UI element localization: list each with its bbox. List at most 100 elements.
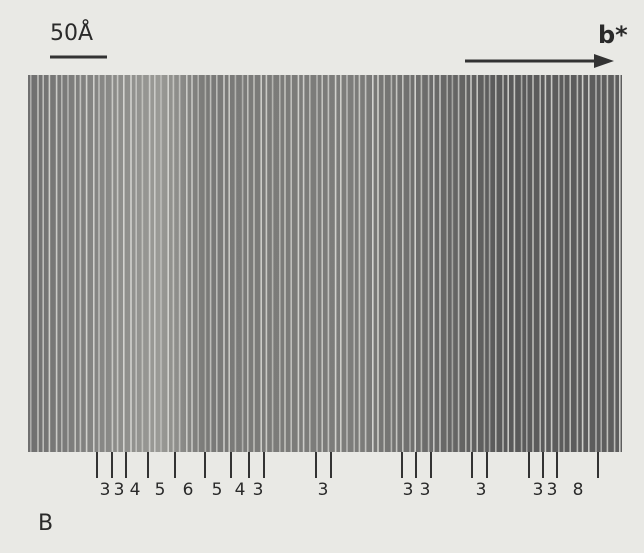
fringe (502, 75, 504, 452)
fringe-label: 3 (318, 480, 329, 500)
fringe (93, 75, 95, 452)
micrograph-figure: 50Å b* 334565433333338 B (0, 0, 644, 553)
fringe (470, 75, 472, 452)
fringe (372, 75, 374, 452)
fringe (489, 75, 491, 452)
fringe (421, 75, 423, 452)
fringe (551, 75, 553, 452)
fringe (569, 75, 571, 452)
fringe (135, 75, 137, 452)
fringe (595, 75, 597, 452)
fringe (446, 75, 448, 452)
fringe (588, 75, 590, 452)
fringe (298, 75, 300, 452)
fringe (123, 75, 125, 452)
fringe (365, 75, 367, 452)
fringe (86, 75, 88, 452)
fringe (321, 75, 323, 452)
fringe (173, 75, 175, 452)
fringe (279, 75, 281, 452)
fringe (328, 75, 330, 452)
fringe (614, 75, 616, 452)
fringe (526, 75, 528, 452)
fringe (521, 75, 523, 452)
fringe (154, 75, 156, 452)
direction-label: b* (598, 21, 628, 49)
fringe (383, 75, 385, 452)
fringe (439, 75, 441, 452)
fringe (545, 75, 547, 452)
fringe (577, 75, 579, 452)
fringe-label: 6 (183, 480, 194, 500)
fringe (235, 75, 237, 452)
fringe (266, 75, 268, 452)
fringe (228, 75, 230, 452)
fringe (197, 75, 199, 452)
fringe (391, 75, 393, 452)
fringe-label: 5 (155, 480, 166, 500)
fringe (484, 75, 486, 452)
fringe-label: 3 (114, 480, 125, 500)
fringe (539, 75, 541, 452)
fringe (353, 75, 355, 452)
fringe (619, 75, 621, 452)
fringe (30, 75, 32, 452)
fringe (56, 75, 58, 452)
fringe-label: 3 (547, 480, 558, 500)
fringe (532, 75, 534, 452)
fringe (396, 75, 398, 452)
fringe (253, 75, 255, 452)
fringe (104, 75, 106, 452)
fringe-label: 3 (476, 480, 487, 500)
scale-bar-label: 50Å (50, 19, 93, 46)
fringe (607, 75, 609, 452)
fringe (49, 75, 51, 452)
fringe (316, 75, 318, 452)
fringe (260, 75, 262, 452)
fringe-label: 3 (253, 480, 264, 500)
fringe (303, 75, 305, 452)
fringe (242, 75, 244, 452)
fringe (42, 75, 44, 452)
fringe (284, 75, 286, 452)
fringe (149, 75, 151, 452)
fringe (179, 75, 181, 452)
fringe-label: 8 (573, 480, 584, 500)
fringe (290, 75, 292, 452)
fringe (377, 75, 379, 452)
fringe (210, 75, 212, 452)
fringe (582, 75, 584, 452)
fringe (340, 75, 342, 452)
fringe (346, 75, 348, 452)
fringe (476, 75, 478, 452)
fringe (433, 75, 435, 452)
fringe (414, 75, 416, 452)
fringe (600, 75, 602, 452)
fringe-label: 4 (130, 480, 141, 500)
fringe (514, 75, 516, 452)
fringe-label: 5 (212, 480, 223, 500)
fringe (507, 75, 509, 452)
fringe (465, 75, 467, 452)
fringe-label: 3 (533, 480, 544, 500)
fringe-label: 3 (403, 480, 414, 500)
fringe (428, 75, 430, 452)
fringe (452, 75, 454, 452)
fringe (186, 75, 188, 452)
fringe (409, 75, 411, 452)
fringe (247, 75, 249, 452)
fringe (167, 75, 169, 452)
fringe (272, 75, 274, 452)
fringe (205, 75, 207, 452)
fringe (458, 75, 460, 452)
fringe (223, 75, 225, 452)
fringe (80, 75, 82, 452)
fringe (117, 75, 119, 452)
fringe (37, 75, 39, 452)
fringe (335, 75, 337, 452)
fringe-label: 3 (420, 480, 431, 500)
fringe (309, 75, 311, 452)
fringe (98, 75, 100, 452)
fringe (563, 75, 565, 452)
fringe-label: 3 (100, 480, 111, 500)
